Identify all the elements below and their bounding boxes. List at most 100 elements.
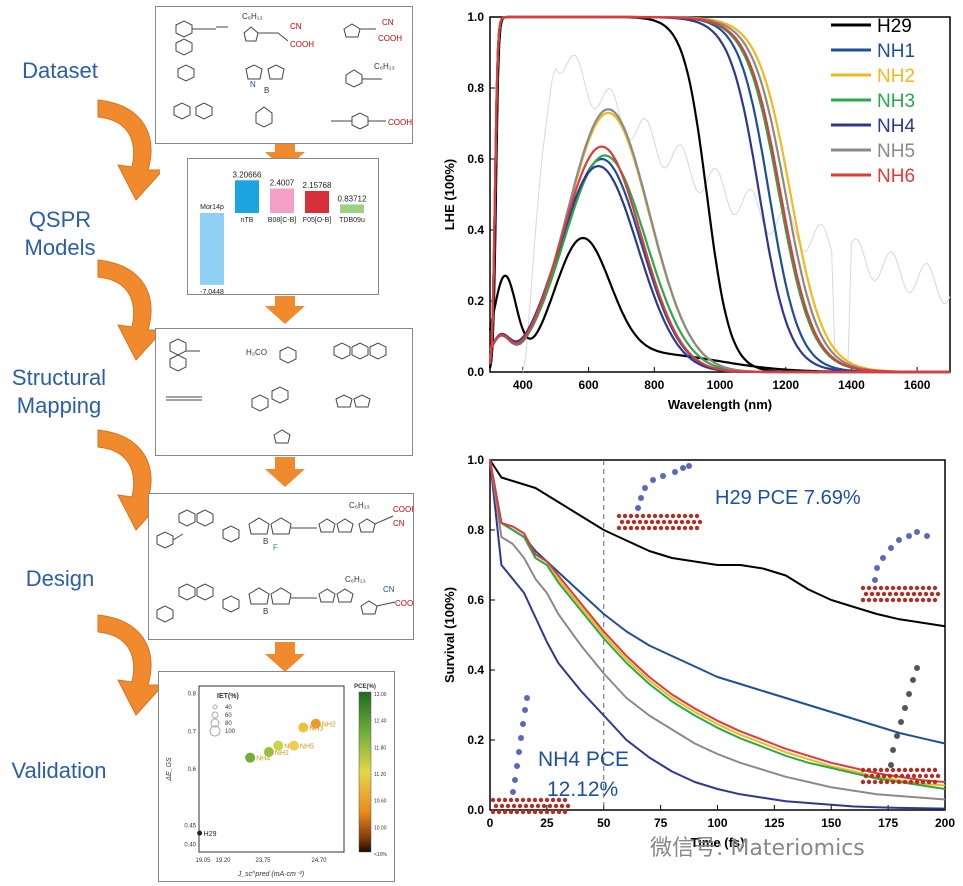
val-legend-circle [212,704,218,710]
qspr-value-label: 3.20666 [233,170,262,179]
molecule-atom [672,469,678,475]
surface-atom [929,773,935,779]
surface-atom [890,585,896,591]
qspr-bar-TDB09u [340,204,364,213]
val-point-NH5 [288,740,299,751]
surface-atom [646,525,652,531]
surface-atom [902,767,908,773]
val-ytick: 0.6 [188,767,197,773]
surface-atom [866,767,872,773]
h3co-label: H₃CO [246,348,267,357]
surface-atom [878,767,884,773]
surface-atom [923,773,929,779]
surface-atom [664,513,670,519]
surface-atom [562,797,568,803]
val-point-label: H29 [204,831,217,838]
surface-atom [658,525,664,531]
surface-atom [514,797,520,803]
down-arrow-icon [265,457,305,487]
surface-atom [490,797,496,803]
val-point-label: NH1 [275,750,289,757]
surface-atom [932,597,938,603]
arrow-icon [97,259,160,361]
surface-atom [908,767,914,773]
surface-atom [917,591,923,597]
qspr-name-label: nTB [241,217,254,224]
surface-atom [646,513,652,519]
surface-atom [688,525,694,531]
surface-atom [655,519,661,525]
surface-atom [556,809,562,815]
val-ylabel: ΔE_GS [166,757,173,782]
surface-atom [535,803,541,809]
val-ytick: 0.40 [184,842,196,848]
molecule-atom [642,485,648,491]
surface-atom [914,585,920,591]
molecule-atom [518,735,524,741]
surface-atom [866,597,872,603]
annotation-nh4-pce-value: 12.12% [547,778,618,801]
molecule-atom [914,665,920,671]
boron-label: B [264,86,269,95]
surface-atom [908,779,914,785]
val-frame [198,685,345,853]
molecule-atom [888,545,894,551]
surface-atom [872,597,878,603]
surface-atom [652,513,658,519]
lhe-series-NH1-band [489,157,950,374]
surface-atom [517,803,523,809]
surface-atom [505,803,511,809]
surface-atom [502,797,508,803]
val-xtick: 19.05 [195,858,211,864]
surface-atom [625,519,631,525]
x-tick-label: 175 [878,816,898,830]
molecule-atom [894,733,900,739]
surface-atom [499,803,505,809]
qspr-value-label: 0.83712 [338,194,367,203]
stage-label-validation: Validation [11,758,107,783]
molecule-atom [686,463,692,469]
surface-atom [496,797,502,803]
molecule-atom [902,705,908,711]
arrow-icon [97,99,160,201]
qspr-bar-nTB [235,180,259,213]
y-tick-label: 0.2 [467,294,484,308]
val-point-H29 [197,830,203,836]
lhe-series-NH6-band [489,145,950,374]
cn-label: CN [393,519,405,528]
legend-label-NH4: NH4 [877,116,915,137]
surface-atom [511,803,517,809]
surface-atom [676,525,682,531]
surface-atom [920,597,926,603]
legend-label-H29: H29 [877,16,912,37]
surface-atom [926,779,932,785]
surface-atom [905,591,911,597]
surface-atom [634,513,640,519]
surface-atom [664,525,670,531]
qspr-bar-F05[O-B] [305,190,329,213]
surface-atom [649,519,655,525]
surface-atom [496,809,502,815]
surface-atom [667,519,673,525]
c6h13-label: C₆H₁₃ [242,12,263,21]
surface-atom [616,525,622,531]
surface-atom [920,779,926,785]
molecule-atom [898,719,904,725]
surface-atom [643,519,649,525]
surface-atom [860,597,866,603]
qspr-value-label: 2.15768 [303,181,332,190]
surface-atom [682,513,688,519]
lhe-series-NH6-total [488,15,950,374]
val-point-NH6 [273,740,284,751]
val-xtick: 19.20 [215,858,231,864]
surface-atom [532,809,538,815]
y-tick-label: 0.6 [467,593,484,607]
surface-atom [902,597,908,603]
surface-atom [890,597,896,603]
survival-series-H29 [489,459,946,628]
dataset-molecules: C₆H₁₃ CN COOH CN COOH B N C₆H₁₃ COOH [173,12,412,130]
val-legend-title: IET(%) [217,693,239,700]
x-tick-label: 200 [935,816,955,830]
surface-atom [872,585,878,591]
surface-atom [694,525,700,531]
